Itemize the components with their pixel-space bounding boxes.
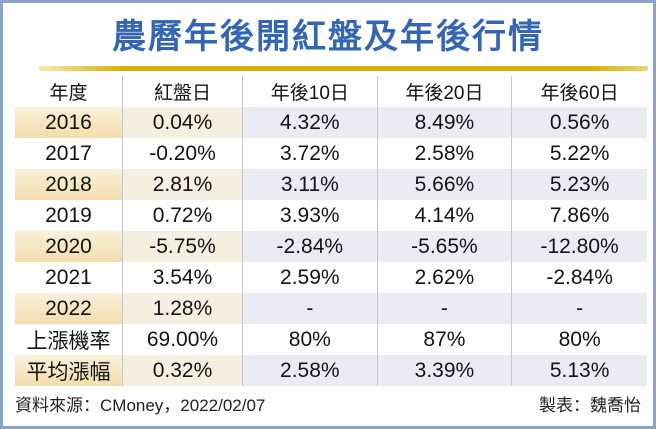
year-cell: 2016 <box>15 107 123 138</box>
page-title: 農曆年後開紅盤及年後行情 <box>112 18 544 56</box>
table-row: 2016 0.04% 4.32% 8.49% 0.56% <box>15 107 647 138</box>
value-cell: -12.80% <box>511 231 647 262</box>
gold-divider <box>39 66 648 71</box>
value-cell: 2.62% <box>376 262 512 293</box>
value-cell: 5.13% <box>511 355 647 386</box>
value-cell: 2.59% <box>242 262 378 293</box>
value-cell: 4.14% <box>376 200 512 231</box>
value-cell: 0.56% <box>511 107 647 138</box>
value-cell: 2.58% <box>376 138 512 169</box>
value-cell: 4.32% <box>242 107 378 138</box>
value-cell: 3.72% <box>242 138 378 169</box>
table-row: 2021 3.54% 2.59% 2.62% -2.84% <box>15 262 647 293</box>
value-cell: - <box>242 293 378 324</box>
data-table: 年度 紅盤日 年後10日 年後20日 年後60日 2016 0.04% 4.32… <box>15 76 647 386</box>
col-header-20day: 年後20日 <box>376 76 512 107</box>
row-label-cell: 平均漲幅 <box>15 355 123 386</box>
value-cell: - <box>376 293 512 324</box>
table-row: 2022 1.28% - - - <box>15 293 647 324</box>
footer-credit: 製表：魏喬怡 <box>539 395 641 415</box>
value-cell: 5.66% <box>376 169 512 200</box>
footer-source: 資料來源：CMoney，2022/02/07 <box>15 395 266 415</box>
value-cell: 80% <box>242 324 378 355</box>
year-cell: 2017 <box>45 141 92 165</box>
table-row: 2019 0.72% 3.93% 4.14% 7.86% <box>15 200 647 231</box>
value-cell: 2.58% <box>242 355 378 386</box>
value-cell: 5.23% <box>511 169 647 200</box>
value-cell: 1.28% <box>121 293 243 324</box>
year-cell: 2018 <box>15 169 123 200</box>
value-cell: - <box>511 293 647 324</box>
footer: 資料來源：CMoney，2022/02/07 製表：魏喬怡 <box>3 384 653 426</box>
header-row: 年度 紅盤日 年後10日 年後20日 年後60日 <box>15 76 647 107</box>
value-cell: 69.00% <box>121 324 243 355</box>
value-cell: 5.22% <box>511 138 647 169</box>
value-cell: -2.84% <box>242 231 378 262</box>
year-cell: 2022 <box>15 293 123 324</box>
value-cell: 87% <box>376 324 512 355</box>
value-cell: 3.54% <box>121 262 243 293</box>
value-cell: 80% <box>511 324 647 355</box>
value-cell: -0.20% <box>121 138 243 169</box>
table-row: 2018 2.81% 3.11% 5.66% 5.23% <box>15 169 647 200</box>
table-row-up-probability: 上漲機率 69.00% 80% 87% 80% <box>15 324 647 355</box>
table-row-average-gain: 平均漲幅 0.32% 2.58% 3.39% 5.13% <box>15 355 647 386</box>
value-cell: -2.84% <box>511 262 647 293</box>
value-cell: -5.65% <box>376 231 512 262</box>
year-cell: 2019 <box>45 203 92 227</box>
value-cell: 2.81% <box>121 169 243 200</box>
col-header-10day: 年後10日 <box>242 76 378 107</box>
value-cell: 0.04% <box>121 107 243 138</box>
value-cell: 8.49% <box>376 107 512 138</box>
col-header-redday: 紅盤日 <box>121 76 243 107</box>
year-cell: 2020 <box>15 231 123 262</box>
col-header-60day: 年後60日 <box>511 76 647 107</box>
value-cell: 0.72% <box>121 200 243 231</box>
value-cell: 3.39% <box>376 355 512 386</box>
col-header-year: 年度 <box>15 76 123 107</box>
value-cell: -5.75% <box>121 231 243 262</box>
value-cell: 3.11% <box>242 169 378 200</box>
table-row: 2020 -5.75% -2.84% -5.65% -12.80% <box>15 231 647 262</box>
table-row: 2017 -0.20% 3.72% 2.58% 5.22% <box>15 138 647 169</box>
year-cell: 2021 <box>45 265 92 289</box>
value-cell: 3.93% <box>242 200 378 231</box>
value-cell: 7.86% <box>511 200 647 231</box>
row-label-cell: 上漲機率 <box>26 329 111 353</box>
value-cell: 0.32% <box>121 355 243 386</box>
